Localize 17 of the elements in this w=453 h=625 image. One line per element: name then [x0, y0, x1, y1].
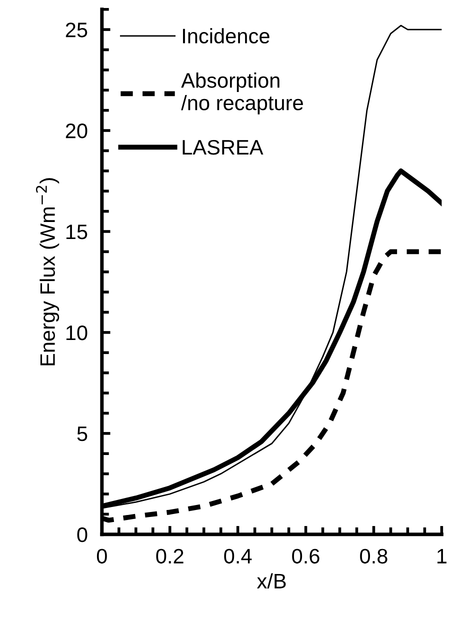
x-tick-label: 0.8	[360, 548, 388, 564]
y-tick-label: 5	[77, 426, 88, 442]
x-tick-label: 0	[96, 548, 107, 564]
y-tick-label: 20	[66, 124, 88, 138]
x-tick-label: 0.6	[292, 548, 320, 564]
y-tick-label: 10	[66, 325, 88, 340]
y-tick-label: 15	[66, 224, 88, 240]
x-tick-label: 1	[437, 549, 446, 564]
legend-label: Absorption /no recapture	[181, 72, 303, 114]
x-tick-label: 0.2	[156, 548, 184, 564]
y-tick-label: 25	[66, 22, 88, 38]
legend-label: Incidence	[183, 28, 270, 44]
x-tick-label: 0.4	[224, 548, 252, 564]
legend-label: LASREA	[182, 140, 264, 155]
y-axis-title: Energy Flux (Wm$^{−2}$)	[36, 178, 60, 366]
x-axis-title: x/B	[256, 573, 286, 589]
y-tick-label: 0	[77, 527, 88, 542]
